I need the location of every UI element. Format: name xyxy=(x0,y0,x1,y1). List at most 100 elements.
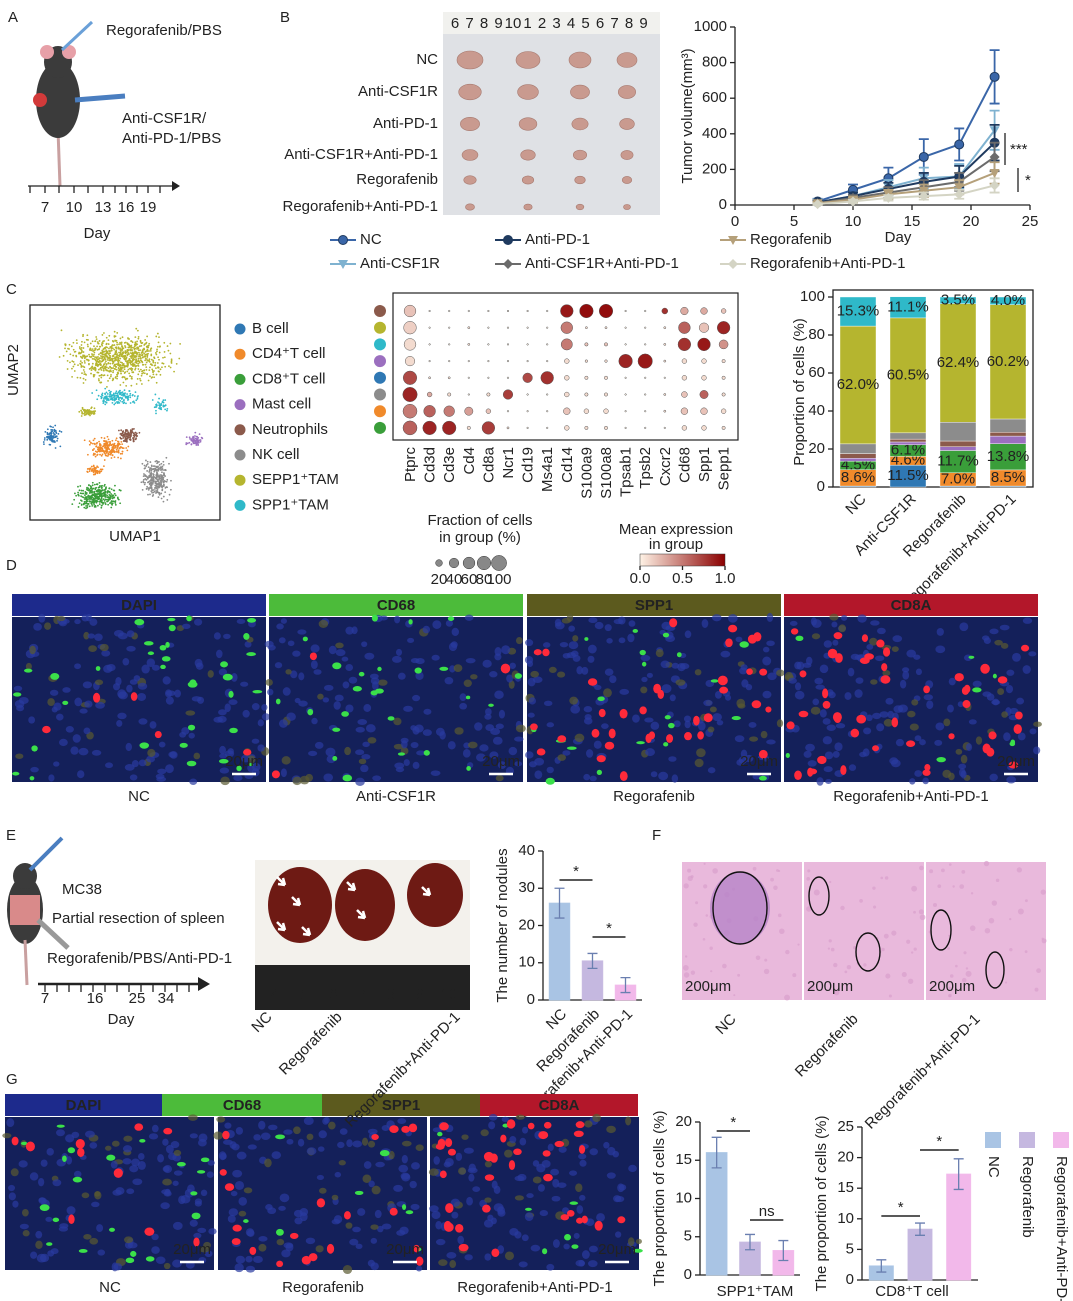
nucleus xyxy=(899,679,907,689)
tumor xyxy=(571,117,589,131)
cd68-signal xyxy=(514,673,522,679)
cell-point xyxy=(108,487,111,490)
tissue-texture xyxy=(764,958,768,962)
nucleus xyxy=(909,723,919,731)
significance: * xyxy=(936,1133,942,1150)
cell-point xyxy=(158,397,160,400)
cell-point xyxy=(153,490,156,493)
nucleus xyxy=(292,650,301,657)
nucleus xyxy=(493,1185,501,1194)
cell-point xyxy=(52,426,54,429)
cell-point xyxy=(145,463,148,466)
nucleus xyxy=(110,1160,118,1169)
nucleus xyxy=(322,1117,329,1125)
nucleus xyxy=(959,622,969,632)
nucleus xyxy=(1022,617,1033,624)
bar-segment xyxy=(989,304,1027,420)
nucleus xyxy=(62,687,71,693)
cell-point xyxy=(195,444,198,446)
cd8a-signal xyxy=(42,725,51,734)
nucleus xyxy=(247,755,256,764)
cell-point xyxy=(130,367,133,370)
dot xyxy=(598,303,614,319)
cell-point xyxy=(93,502,95,505)
tissue-texture xyxy=(937,884,942,889)
cd68-signal xyxy=(167,617,176,622)
nucleus xyxy=(606,1125,616,1134)
error-bar xyxy=(745,1233,755,1251)
cell-point xyxy=(88,355,91,358)
cell-point xyxy=(72,365,75,368)
cell-point xyxy=(91,348,94,351)
cell-point xyxy=(95,490,98,492)
cd8a-signal xyxy=(483,1151,494,1162)
cell-point xyxy=(82,351,85,353)
cell-point xyxy=(90,407,93,410)
dot xyxy=(546,393,549,396)
nucleus xyxy=(245,1265,256,1273)
cell-point xyxy=(76,376,79,379)
tumor xyxy=(520,149,536,161)
nucleus xyxy=(596,1213,605,1222)
cell-point xyxy=(100,351,102,354)
nucleus xyxy=(297,1138,305,1147)
cell-point xyxy=(93,437,96,440)
cell-point xyxy=(98,503,101,506)
nucleus xyxy=(357,718,368,725)
nucleus xyxy=(265,679,273,686)
cell-point xyxy=(110,394,113,396)
cell-point xyxy=(74,492,76,495)
panel-letter: C xyxy=(6,281,17,298)
cell-point xyxy=(150,482,153,484)
cd8a-signal xyxy=(527,1122,535,1130)
tissue-texture xyxy=(970,892,974,895)
cell-point xyxy=(90,369,93,371)
cd68-signal xyxy=(125,1257,135,1264)
cell-point xyxy=(98,450,101,453)
cd8a-signal xyxy=(77,1147,85,1157)
nucleus xyxy=(589,1148,599,1156)
cell-point xyxy=(155,353,158,356)
cell-point xyxy=(101,489,104,491)
tissue-texture xyxy=(913,910,916,914)
cell-point xyxy=(114,500,117,502)
nucleus xyxy=(194,1200,202,1207)
nucleus xyxy=(393,743,404,750)
nucleus xyxy=(464,614,474,621)
tissue-texture xyxy=(941,868,945,873)
cd68-signal xyxy=(571,1244,579,1249)
tumor xyxy=(617,85,636,99)
cell-point xyxy=(127,343,130,346)
nucleus xyxy=(876,723,885,732)
cell-point xyxy=(100,376,103,379)
cd8a-signal xyxy=(619,708,628,719)
nucleus xyxy=(232,1169,243,1178)
cell-point xyxy=(106,498,109,501)
cd68-signal xyxy=(414,667,422,674)
cd68-signal xyxy=(397,752,406,756)
nucleus xyxy=(514,1195,524,1201)
nucleus xyxy=(375,1161,385,1168)
nucleus xyxy=(194,658,203,668)
cell-point xyxy=(121,336,124,339)
cd8a-signal xyxy=(982,743,991,754)
bar xyxy=(907,1228,933,1281)
nucleus xyxy=(276,623,284,630)
tissue-texture xyxy=(712,868,718,874)
cd8a-signal xyxy=(543,1173,553,1182)
cell-point xyxy=(72,341,75,344)
cell-point xyxy=(120,341,123,344)
cell-point xyxy=(82,369,85,371)
tissue-texture xyxy=(884,876,889,880)
nucleus xyxy=(328,1121,336,1130)
cell-point xyxy=(162,460,165,463)
nucleus xyxy=(44,622,52,630)
cd8a-signal xyxy=(543,1121,552,1129)
cell-point xyxy=(149,375,151,378)
dot xyxy=(644,393,647,396)
ruler-number: 6 xyxy=(596,15,604,32)
cell-point xyxy=(137,368,140,370)
condition-label: Regorafenib xyxy=(792,1011,862,1081)
cd68-signal xyxy=(545,777,555,785)
nucleus xyxy=(147,748,156,757)
